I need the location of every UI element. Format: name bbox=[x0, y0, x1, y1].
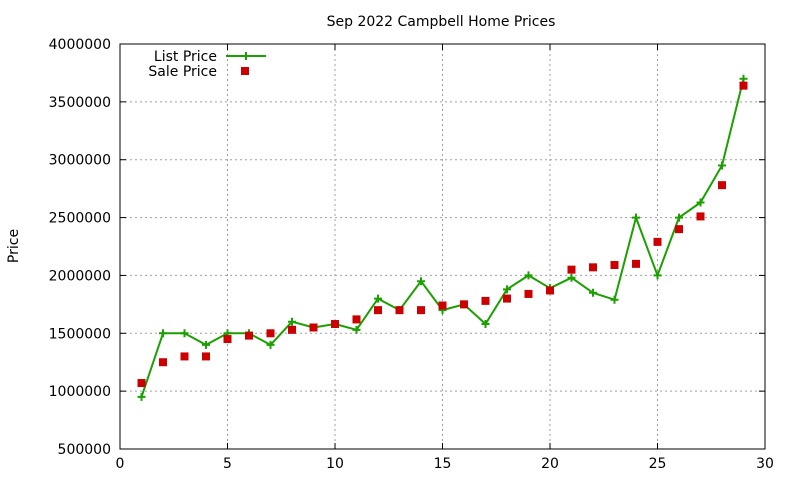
y-tick-label: 500000 bbox=[58, 442, 111, 458]
sale-price-point bbox=[481, 296, 490, 305]
legend: List Price Sale Price bbox=[148, 49, 266, 80]
list-price-series bbox=[137, 74, 748, 401]
sale-price-point bbox=[417, 306, 425, 315]
list-price-point bbox=[610, 295, 619, 304]
sale-price-point bbox=[331, 320, 339, 329]
sale-price-point bbox=[675, 225, 683, 234]
legend-label-list-price: List Price bbox=[154, 49, 217, 65]
list-price-point bbox=[675, 213, 683, 222]
sale-price-point bbox=[438, 301, 447, 310]
sale-price-point bbox=[653, 237, 662, 246]
list-price-point bbox=[180, 329, 189, 338]
list-price-point bbox=[137, 392, 146, 401]
y-tick-label: 3000000 bbox=[49, 153, 111, 169]
sale-price-point bbox=[202, 352, 210, 361]
list-price-point bbox=[352, 325, 361, 334]
y-axis-label: Price bbox=[6, 229, 22, 263]
x-tick-label: 30 bbox=[756, 456, 774, 472]
sale-price-point bbox=[395, 306, 404, 315]
list-price-point bbox=[159, 329, 167, 338]
x-tick-label: 15 bbox=[434, 456, 452, 472]
sale-price-point bbox=[739, 81, 748, 90]
list-price-point bbox=[503, 285, 511, 294]
sale-price-point bbox=[180, 352, 189, 361]
sale-price-point bbox=[589, 263, 597, 272]
list-price-point bbox=[718, 161, 726, 170]
sale-price-point bbox=[696, 212, 705, 221]
list-price-point bbox=[739, 74, 748, 83]
sale-price-point bbox=[266, 329, 275, 338]
legend-swatch-sale-price bbox=[241, 67, 249, 75]
sale-price-point bbox=[309, 323, 318, 332]
y-tick-label: 1000000 bbox=[49, 384, 111, 400]
list-price-point bbox=[481, 320, 490, 329]
sale-price-point bbox=[567, 265, 576, 274]
y-tick-label: 2000000 bbox=[49, 268, 111, 284]
list-price-point bbox=[589, 288, 597, 297]
x-tick-label: 10 bbox=[326, 456, 344, 472]
sale-price-point bbox=[352, 315, 361, 324]
legend-label-sale-price: Sale Price bbox=[148, 64, 217, 80]
x-tick-label: 5 bbox=[223, 456, 232, 472]
list-price-point bbox=[524, 271, 533, 280]
x-tick-label: 25 bbox=[649, 456, 667, 472]
y-tick-label: 1500000 bbox=[49, 326, 111, 342]
list-price-point bbox=[567, 273, 576, 282]
list-price-point bbox=[417, 277, 425, 286]
y-tick-label: 2500000 bbox=[49, 211, 111, 227]
sale-price-point bbox=[524, 289, 533, 298]
x-tick-label: 0 bbox=[116, 456, 125, 472]
sale-price-point bbox=[546, 286, 554, 295]
legend-plus-marker bbox=[242, 52, 250, 60]
tick-labels: 0 5 10 15 20 25 30 500000 1000000 1500000 2000000 2… bbox=[49, 37, 774, 472]
sale-price-point bbox=[610, 261, 619, 270]
sale-price-point bbox=[718, 181, 726, 190]
sale-price-point bbox=[503, 294, 511, 303]
list-price-point bbox=[653, 271, 662, 280]
x-tick-label: 20 bbox=[541, 456, 559, 472]
sale-price-point bbox=[245, 331, 253, 340]
list-price-point bbox=[266, 340, 275, 349]
list-price-point bbox=[374, 294, 382, 303]
sale-price-point bbox=[223, 335, 232, 344]
sale-price-point bbox=[460, 300, 468, 309]
list-price-point bbox=[202, 340, 210, 349]
list-price-point bbox=[288, 317, 296, 326]
list-price-point bbox=[696, 198, 705, 207]
sale-price-point bbox=[288, 325, 296, 334]
sale-price-series bbox=[137, 81, 748, 388]
sale-price-point bbox=[632, 259, 640, 268]
sale-price-point bbox=[374, 306, 382, 315]
plot-frame bbox=[119, 43, 766, 450]
sale-price-point bbox=[137, 379, 146, 388]
y-tick-label: 3500000 bbox=[49, 95, 111, 111]
list-price-point bbox=[632, 213, 640, 222]
sale-price-point bbox=[159, 358, 167, 367]
y-tick-label: 4000000 bbox=[49, 37, 111, 53]
chart-title: Sep 2022 Campbell Home Prices bbox=[327, 14, 556, 30]
